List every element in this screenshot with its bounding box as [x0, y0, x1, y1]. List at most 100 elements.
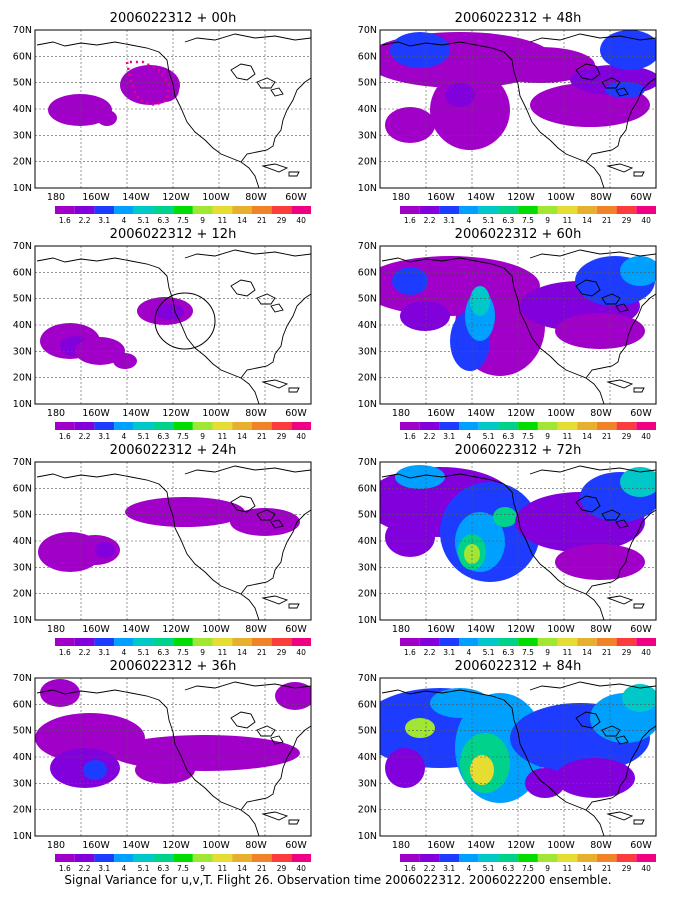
colorbar-swatch: [557, 422, 578, 430]
lon-tick-label: 100W: [547, 192, 575, 203]
colorbar-swatch: [192, 422, 213, 430]
colorbar-swatch: [459, 638, 479, 646]
colorbar-swatch: [192, 854, 213, 862]
colorbar-swatch: [173, 638, 193, 646]
panel-title: 2006022312 + 84h: [455, 659, 582, 674]
colorbar-label: 5.1: [483, 648, 495, 657]
lat-tick-label: 20N: [13, 589, 32, 600]
colorbar-label: 29: [622, 648, 632, 657]
coastline: [36, 33, 311, 188]
colorbar-swatch: [74, 638, 95, 646]
variance-contour: [125, 497, 245, 527]
colorbar-label: 9: [545, 648, 550, 657]
lat-tick-label: 60N: [358, 267, 377, 278]
variance-contour: [430, 688, 490, 718]
map-panel: 2006022312 + 60h 70N 60N 50N 40N 30N 20N 10N 180…: [358, 227, 657, 441]
colorbar-label: 6.3: [502, 216, 514, 225]
lat-tick-label: 40N: [13, 536, 32, 547]
lat-tick-label: 60N: [13, 267, 32, 278]
colorbar-swatch: [114, 854, 134, 862]
lat-tick-label: 40N: [13, 752, 32, 763]
colorbar-label: 4: [467, 864, 472, 873]
colorbar-swatch: [400, 422, 420, 430]
colorbar-swatch: [291, 638, 311, 646]
colorbar-swatch: [478, 422, 499, 430]
colorbar-label: 4: [467, 648, 472, 657]
lon-tick-label: 60W: [285, 408, 307, 419]
lat-tick-label: 10N: [13, 183, 32, 194]
panel-title: 2006022312 + 72h: [455, 443, 582, 458]
variance-contour: [151, 78, 179, 102]
colorbar-label: 14: [237, 216, 247, 225]
colorbar-swatch: [114, 638, 134, 646]
colorbar-label: 14: [582, 864, 592, 873]
colorbar-swatch: [94, 422, 115, 430]
colorbar-swatch: [498, 638, 519, 646]
lat-tick-label: 70N: [358, 25, 377, 36]
colorbar-swatch: [271, 422, 292, 430]
variance-contour: [392, 267, 428, 295]
lat-tick-label: 20N: [358, 589, 377, 600]
variance-contour: [40, 679, 80, 707]
colorbar-swatch: [55, 854, 75, 862]
lat-tick-label: 30N: [358, 346, 377, 357]
colorbar-label: 1.6: [404, 864, 416, 873]
lon-tick-label: 140W: [122, 192, 150, 203]
lon-tick-label: 160W: [82, 408, 110, 419]
colorbar-swatch: [596, 422, 617, 430]
lon-tick-label: 180: [47, 624, 65, 635]
colorbar-swatch: [419, 206, 440, 214]
colorbar-label: 14: [582, 648, 592, 657]
colorbar-swatch: [153, 638, 174, 646]
lat-tick-label: 60N: [13, 699, 32, 710]
colorbar-label: 6.3: [157, 864, 169, 873]
colorbar-label: 29: [277, 432, 287, 441]
colorbar-label: 4: [122, 648, 127, 657]
lon-tick-label: 180: [392, 192, 410, 203]
map-frame: [34, 245, 312, 405]
lon-tick-label: 140W: [122, 840, 150, 851]
colorbar-swatch: [518, 854, 538, 862]
lat-tick-label: 60N: [13, 51, 32, 62]
lat-tick-label: 70N: [358, 457, 377, 468]
lat-tick-label: 50N: [13, 78, 32, 89]
lat-tick-label: 20N: [358, 805, 377, 816]
lon-tick-label: 160W: [427, 408, 455, 419]
colorbar-swatch: [537, 422, 558, 430]
colorbar-label: 9: [200, 864, 205, 873]
colorbar-swatch: [439, 422, 460, 430]
lat-tick-label: 10N: [358, 399, 377, 410]
colorbar-swatch: [459, 206, 479, 214]
colorbar-label: 3.1: [443, 864, 455, 873]
lat-tick-label: 40N: [358, 536, 377, 547]
colorbar-label: 9: [200, 648, 205, 657]
colorbar-label: 21: [602, 864, 612, 873]
colorbar-swatch: [55, 206, 75, 214]
colorbar-label: 9: [545, 864, 550, 873]
colorbar-swatch: [557, 638, 578, 646]
colorbar-label: 3.1: [98, 216, 110, 225]
colorbar-label: 14: [582, 432, 592, 441]
colorbar-swatch: [133, 638, 154, 646]
colorbar-swatch: [596, 206, 617, 214]
colorbar-swatch: [577, 854, 597, 862]
lat-tick-label: 40N: [358, 104, 377, 115]
variance-contour: [622, 684, 656, 712]
lon-tick-label: 80W: [590, 408, 612, 419]
colorbar-swatch: [251, 854, 272, 862]
colorbar-swatch: [419, 422, 440, 430]
colorbar-label: 21: [257, 864, 267, 873]
colorbar-label: 40: [296, 432, 306, 441]
colorbar-swatch: [616, 854, 637, 862]
lat-tick-label: 30N: [358, 778, 377, 789]
map-frame: [379, 245, 657, 405]
lat-tick-label: 10N: [13, 399, 32, 410]
lon-tick-label: 100W: [202, 840, 230, 851]
colorbar-swatch: [94, 854, 115, 862]
lon-tick-label: 120W: [162, 192, 190, 203]
lon-tick-label: 120W: [507, 624, 535, 635]
lat-tick-label: 40N: [358, 752, 377, 763]
lat-tick-label: 60N: [358, 483, 377, 494]
colorbar-label: 6.3: [157, 648, 169, 657]
